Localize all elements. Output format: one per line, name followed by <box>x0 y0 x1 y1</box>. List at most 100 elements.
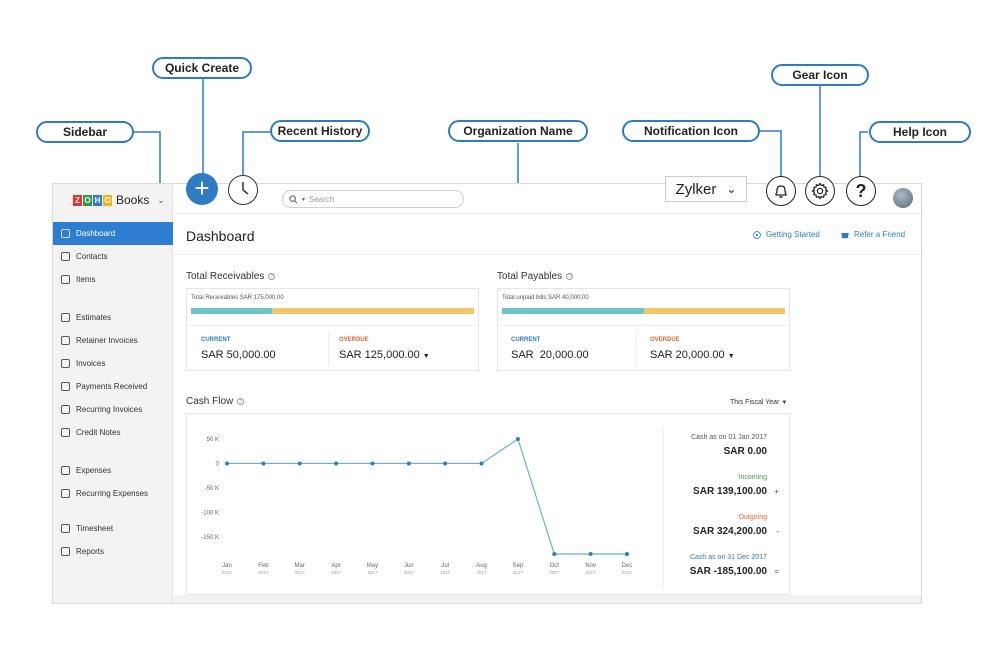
sidebar-item-label: Contacts <box>76 252 108 261</box>
sidebar-item-label: Recurring Invoices <box>76 405 143 414</box>
sidebar-item-payments-received[interactable]: Payments Received <box>53 375 173 398</box>
x-tick-label: Apr <box>331 563 340 569</box>
sidebar-item-retainer-invoices[interactable]: Retainer Invoices <box>53 329 173 352</box>
y-tick-label: 50 K <box>207 437 219 443</box>
receivables-overdue-amount[interactable]: SAR 125,000.00 ▼ <box>339 349 430 361</box>
sidebar-item-recurring-expenses[interactable]: Recurring Expenses <box>53 482 173 505</box>
cash-flow-card: 50 K 0 -50 K -100 K -150 K Jan 2017 Feb 2017 Mar 2… <box>186 413 790 595</box>
cash-flow-summary: Cash as on 01 Jan 2017 SAR 0.00 Incoming SA… <box>663 428 789 588</box>
quick-create-button[interactable]: + <box>186 173 218 205</box>
payables-overdue-label: OVERDUE <box>650 337 680 343</box>
x-tick-year: 2017 <box>513 570 524 575</box>
divider <box>636 331 637 366</box>
play-icon <box>753 230 761 239</box>
notification-button[interactable] <box>766 176 796 206</box>
x-tick-label: Jan <box>222 563 232 569</box>
sidebar-item-label: Items <box>76 275 96 284</box>
sidebar-item-credit-notes[interactable]: Credit Notes <box>53 421 173 444</box>
data-point <box>297 461 302 466</box>
app-window: Z O H O Books ⌄ Dashboard Contacts Items Es… <box>52 183 922 604</box>
sidebar-item-estimates[interactable]: Estimates <box>53 306 173 329</box>
logo-letter: O <box>103 194 112 206</box>
callout-help-icon: Help Icon <box>869 121 971 143</box>
data-point <box>515 437 520 441</box>
sidebar-item-invoices[interactable]: Invoices <box>53 352 173 375</box>
payables-overdue-amount[interactable]: SAR 20,000.00 ▼ <box>650 349 735 361</box>
sidebar-item-label: Recurring Expenses <box>76 489 149 498</box>
question-icon: ? <box>855 180 867 201</box>
data-point <box>479 461 484 466</box>
cash-flow-line <box>227 438 627 555</box>
y-tick-label: 0 <box>216 461 220 467</box>
x-tick-label: Jun <box>404 563 414 569</box>
zoho-logo-mark: Z O H O <box>73 194 112 206</box>
x-tick-label: Feb <box>258 563 269 569</box>
payables-current-amount: SAR 20,000.00 <box>511 349 589 361</box>
x-tick-label: Jul <box>441 563 449 569</box>
stat-value: SAR 324,200.00 <box>693 526 767 537</box>
sidebar-item-label: Reports <box>76 547 105 556</box>
payables-title: Total Payables ? <box>497 271 574 282</box>
main-content: Dashboard Getting Started Refer a Friend… <box>173 214 921 603</box>
stat-label: Incoming <box>738 474 767 481</box>
receivables-current-label: CURRENT <box>201 337 231 343</box>
period-select[interactable]: This Fiscal Year ▼ <box>730 399 787 406</box>
cash-flow-chart: 50 K0-50 K-100 K-150 KJan2017Feb2017Mar2… <box>201 437 633 575</box>
stat-sign: - <box>776 527 779 536</box>
avatar[interactable] <box>893 188 913 208</box>
recurring-invoices-icon <box>61 405 70 414</box>
getting-started-link[interactable]: Getting Started <box>753 230 820 239</box>
chevron-down-icon: ⌄ <box>726 182 737 196</box>
sidebar-item-expenses[interactable]: Expenses <box>53 459 173 482</box>
page-title: Dashboard <box>186 228 255 244</box>
x-tick-year: 2017 <box>440 570 451 575</box>
help-button[interactable]: ? <box>846 176 876 206</box>
estimates-icon <box>61 313 70 322</box>
refer-friend-link[interactable]: Refer a Friend <box>841 230 905 239</box>
data-point <box>334 461 339 466</box>
cash-flow-title: Cash Flow ? <box>186 396 245 407</box>
zoho-books-logo[interactable]: Z O H O Books ⌄ <box>73 193 165 207</box>
receivables-current-fill <box>191 308 272 314</box>
receivables-bar <box>191 308 474 314</box>
payables-caption: Total unpaid bills SAR 40,000.00 <box>502 295 589 301</box>
sidebar-item-reports[interactable]: Reports <box>53 540 173 563</box>
organization-switcher[interactable]: Zylker ⌄ <box>665 176 747 202</box>
contacts-icon <box>61 252 70 261</box>
recent-history-button[interactable] <box>228 175 258 205</box>
divider <box>173 254 921 255</box>
sidebar-item-label: Dashboard <box>76 229 116 238</box>
sidebar-item-dashboard[interactable]: Dashboard <box>53 222 173 245</box>
x-tick-year: 2017 <box>477 570 488 575</box>
x-tick-label: Aug <box>476 563 487 569</box>
logo-letter: H <box>93 194 102 206</box>
help-icon[interactable]: ? <box>237 398 245 405</box>
sidebar-item-timesheet[interactable]: Timesheet <box>53 517 173 540</box>
dashboard-icon <box>61 229 70 238</box>
sidebar-item-label: Timesheet <box>76 524 114 533</box>
gift-icon <box>841 232 849 238</box>
payables-bar <box>502 308 785 314</box>
receivables-overdue-fill <box>271 308 474 314</box>
callout-quick-create: Quick Create <box>152 57 252 79</box>
search-input[interactable]: ▾ Search <box>282 190 464 208</box>
recurring-expenses-icon <box>61 489 70 498</box>
settings-button[interactable] <box>805 176 835 206</box>
payables-current-label: CURRENT <box>511 337 541 343</box>
sidebar-item-contacts[interactable]: Contacts <box>53 245 173 268</box>
data-point <box>370 461 375 466</box>
help-icon[interactable]: ? <box>268 273 276 280</box>
cash-flow-title-label: Cash Flow <box>186 396 234 407</box>
sidebar-item-label: Credit Notes <box>76 428 121 437</box>
receivables-overdue-label: OVERDUE <box>339 337 369 343</box>
getting-started-label: Getting Started <box>766 230 820 239</box>
sidebar-item-items[interactable]: Items <box>53 268 173 291</box>
x-tick-label: Dec <box>622 563 633 569</box>
sidebar-item-recurring-invoices[interactable]: Recurring Invoices <box>53 398 173 421</box>
help-icon[interactable]: ? <box>566 273 574 280</box>
logo-letter: Z <box>73 194 82 206</box>
x-tick-label: Sep <box>513 563 524 569</box>
clock-icon <box>241 181 248 195</box>
x-tick-year: 2017 <box>222 570 233 575</box>
